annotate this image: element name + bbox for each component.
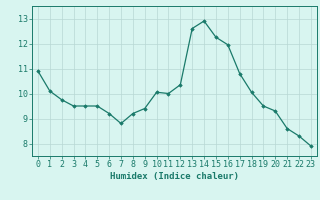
- X-axis label: Humidex (Indice chaleur): Humidex (Indice chaleur): [110, 172, 239, 181]
